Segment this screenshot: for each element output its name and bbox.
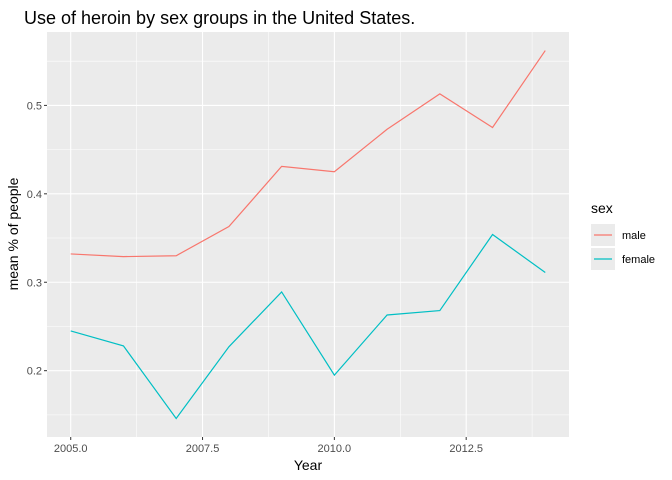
y-axis-ticks: 0.2 0.3 0.4 0.5: [27, 100, 47, 378]
series-line-female: [70, 233, 546, 420]
y-tick-label: 0.2: [27, 366, 42, 378]
x-axis-ticks: 2005.0 2007.5 2010.0 2012.5: [54, 437, 483, 455]
y-tick-label: 0.3: [27, 277, 42, 289]
y-tick-label: 0.5: [27, 100, 42, 112]
y-tick-label: 0.4: [27, 189, 42, 201]
legend: sex male female: [591, 200, 655, 270]
legend-title: sex: [591, 200, 613, 216]
plot-panel: [47, 32, 569, 437]
legend-label-female: female: [622, 254, 655, 266]
legend-items: male female: [591, 224, 655, 270]
x-axis-title: Year: [294, 457, 323, 473]
minor-gridlines: [47, 32, 569, 437]
y-axis-title: mean % of people: [5, 177, 21, 290]
x-tick-label: 2005.0: [54, 443, 88, 455]
x-tick-label: 2010.0: [318, 443, 352, 455]
major-gridlines: [47, 32, 569, 437]
x-tick-label: 2007.5: [186, 443, 220, 455]
series-lines: [70, 50, 546, 420]
x-tick-label: 2012.5: [449, 443, 483, 455]
chart-title: Use of heroin by sex groups in the Unite…: [24, 8, 415, 28]
legend-label-male: male: [622, 230, 646, 242]
series-line-male: [70, 50, 546, 258]
